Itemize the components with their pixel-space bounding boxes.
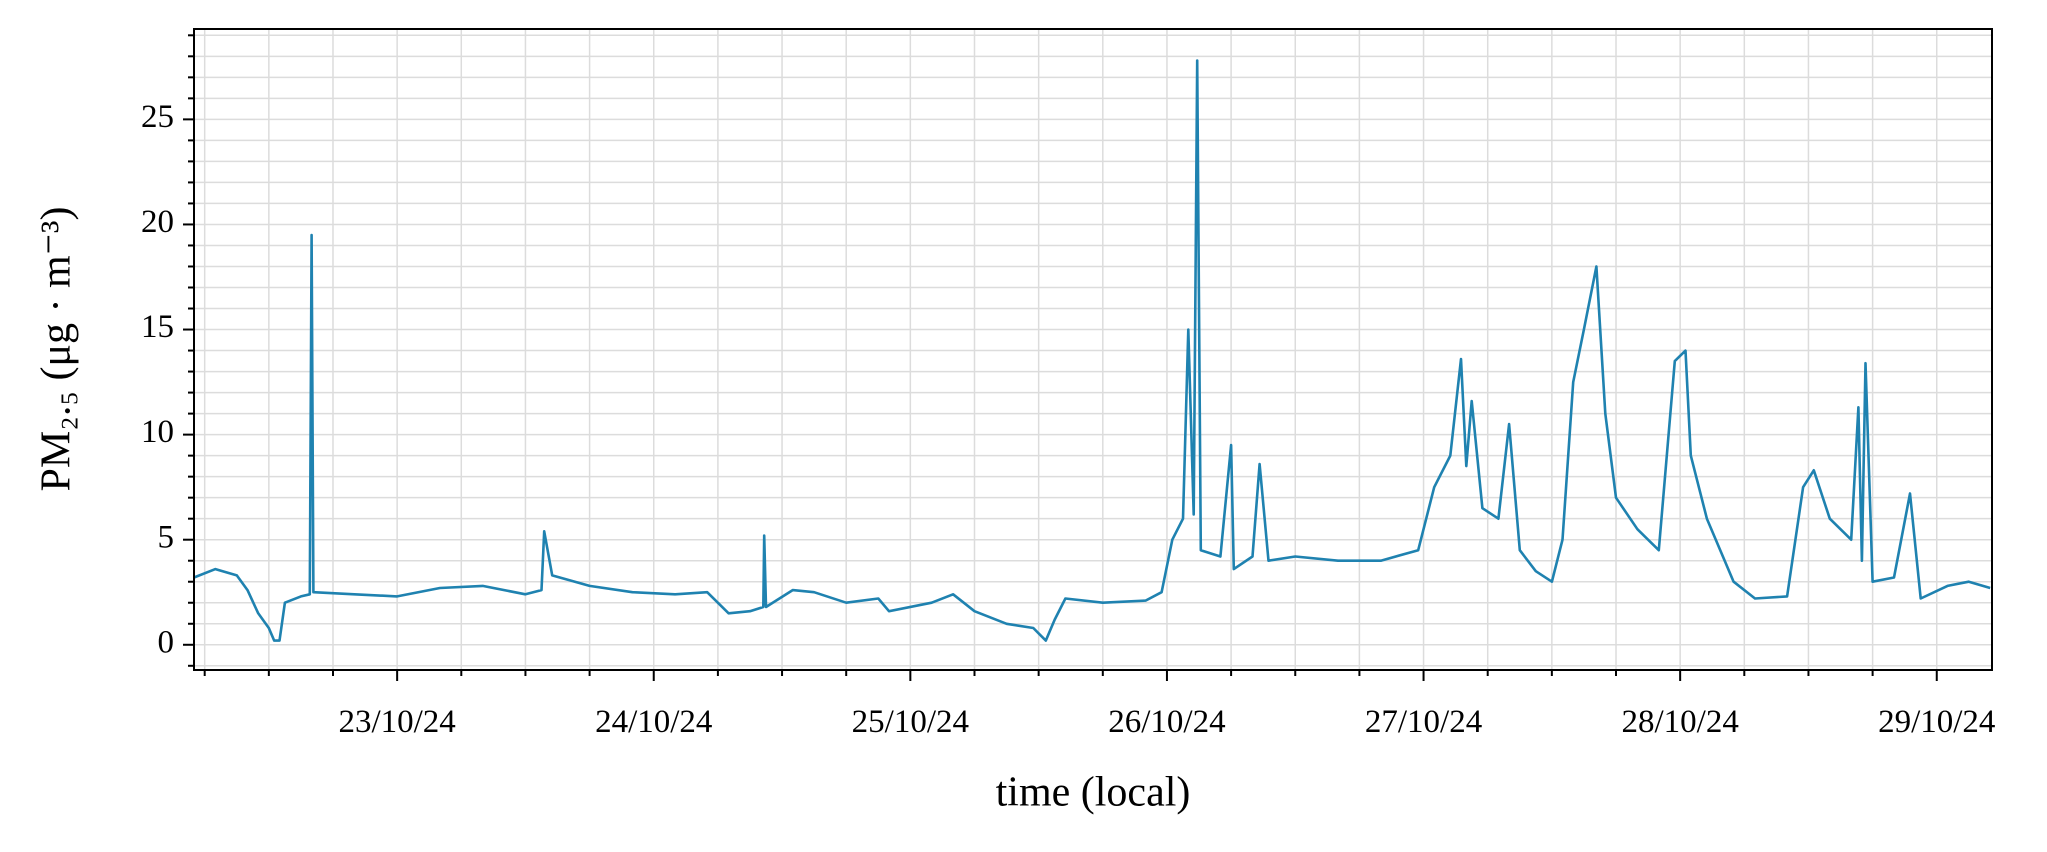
data-line [193, 59, 1991, 642]
x-tick-label: 28/10/24 [1621, 704, 1738, 740]
y-tick-label: 10 [141, 414, 174, 450]
y-tick-label: 0 [158, 624, 175, 660]
plot-frame [193, 28, 1993, 671]
x-axis-label: time (local) [996, 770, 1191, 816]
y-tick-label: 5 [158, 519, 175, 555]
x-tick-label: 29/10/24 [1878, 704, 1995, 740]
x-tick-label: 24/10/24 [595, 704, 712, 740]
y-tick-label: 20 [141, 204, 174, 240]
x-tick-label: 25/10/24 [852, 704, 969, 740]
x-tick-label: 26/10/24 [1108, 704, 1225, 740]
y-tick-label: 25 [141, 99, 174, 135]
x-tick-label: 23/10/24 [338, 704, 455, 740]
x-tick-label: 27/10/24 [1365, 704, 1482, 740]
y-tick-label: 15 [141, 309, 174, 345]
y-axis-label: PM₂.₅ (μg · m⁻³) [34, 207, 80, 492]
